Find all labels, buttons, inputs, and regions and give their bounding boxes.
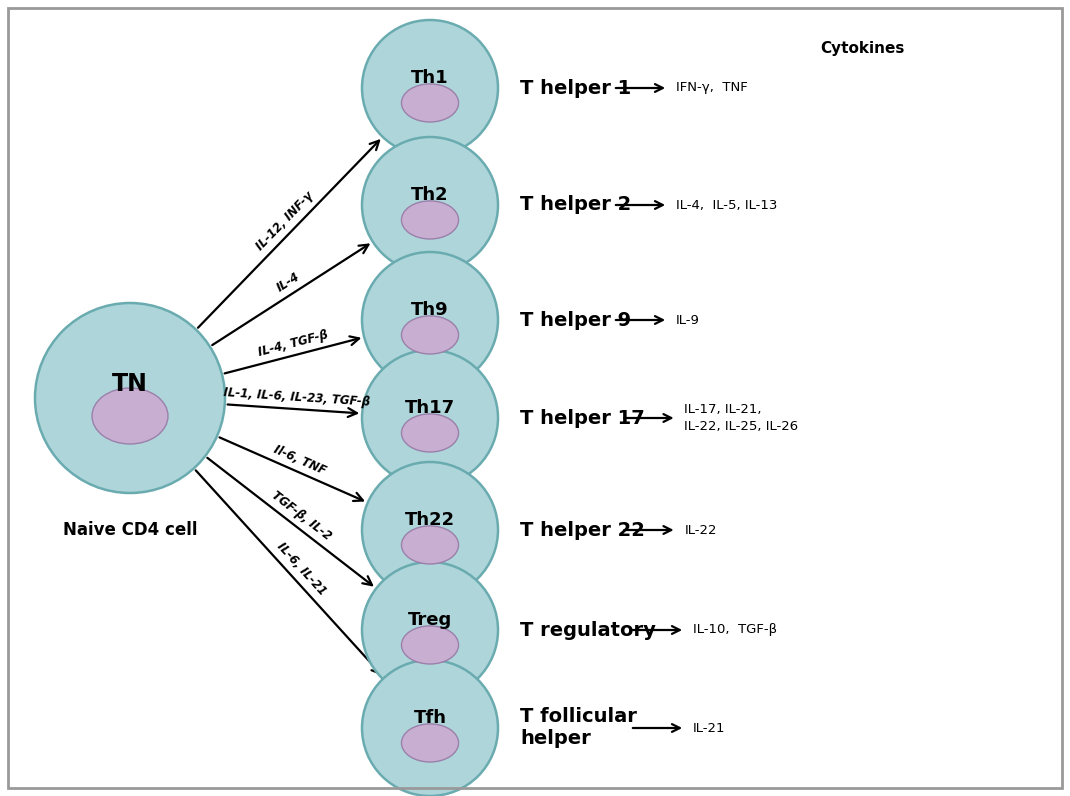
Text: TN: TN <box>112 372 148 396</box>
Text: IL-6, IL-21: IL-6, IL-21 <box>275 540 328 598</box>
Text: Th9: Th9 <box>411 301 448 319</box>
Text: IL-22: IL-22 <box>685 524 717 537</box>
Text: Th2: Th2 <box>411 185 448 204</box>
Text: Th22: Th22 <box>404 511 455 529</box>
Text: IL-10,  TGF-β: IL-10, TGF-β <box>693 623 777 637</box>
Text: Cytokines: Cytokines <box>820 41 904 56</box>
Text: Tfh: Tfh <box>413 708 446 727</box>
Ellipse shape <box>401 526 459 564</box>
Text: T follicular
helper: T follicular helper <box>520 708 637 748</box>
Text: T helper 17: T helper 17 <box>520 408 645 427</box>
Text: IL-4, TGF-β: IL-4, TGF-β <box>257 328 330 358</box>
Ellipse shape <box>401 626 459 664</box>
Ellipse shape <box>401 316 459 354</box>
Ellipse shape <box>362 350 498 486</box>
Text: Th1: Th1 <box>411 68 448 87</box>
Text: T regulatory: T regulatory <box>520 621 656 639</box>
Ellipse shape <box>362 562 498 698</box>
Ellipse shape <box>362 20 498 156</box>
Text: Treg: Treg <box>408 611 453 629</box>
Text: T helper 2: T helper 2 <box>520 196 631 214</box>
Text: IL-12, INF-γ: IL-12, INF-γ <box>254 189 316 253</box>
Ellipse shape <box>362 137 498 273</box>
Text: TGF-β, IL-2: TGF-β, IL-2 <box>269 488 334 543</box>
Ellipse shape <box>401 84 459 122</box>
Text: Th17: Th17 <box>404 399 455 417</box>
Text: Il-6, TNF: Il-6, TNF <box>272 443 328 477</box>
Text: T helper 22: T helper 22 <box>520 521 645 540</box>
Ellipse shape <box>401 724 459 762</box>
Text: T helper 9: T helper 9 <box>520 310 631 330</box>
Text: IL-4,  IL-5, IL-13: IL-4, IL-5, IL-13 <box>676 198 778 212</box>
Text: Naive CD4 cell: Naive CD4 cell <box>63 521 197 539</box>
Ellipse shape <box>92 388 168 444</box>
Text: IL-4: IL-4 <box>274 270 302 295</box>
Ellipse shape <box>362 252 498 388</box>
Ellipse shape <box>362 462 498 598</box>
Text: IL-17, IL-21,
IL-22, IL-25, IL-26: IL-17, IL-21, IL-22, IL-25, IL-26 <box>685 403 798 433</box>
Ellipse shape <box>362 660 498 796</box>
Ellipse shape <box>401 201 459 239</box>
Text: IL-9: IL-9 <box>676 314 700 326</box>
Text: IL-21: IL-21 <box>693 721 725 735</box>
Ellipse shape <box>401 414 459 452</box>
Ellipse shape <box>35 303 225 493</box>
Text: IFN-γ,  TNF: IFN-γ, TNF <box>676 81 748 95</box>
Text: T helper 1: T helper 1 <box>520 79 631 97</box>
Text: IL-1, IL-6, IL-23, TGF-β: IL-1, IL-6, IL-23, TGF-β <box>224 386 370 408</box>
